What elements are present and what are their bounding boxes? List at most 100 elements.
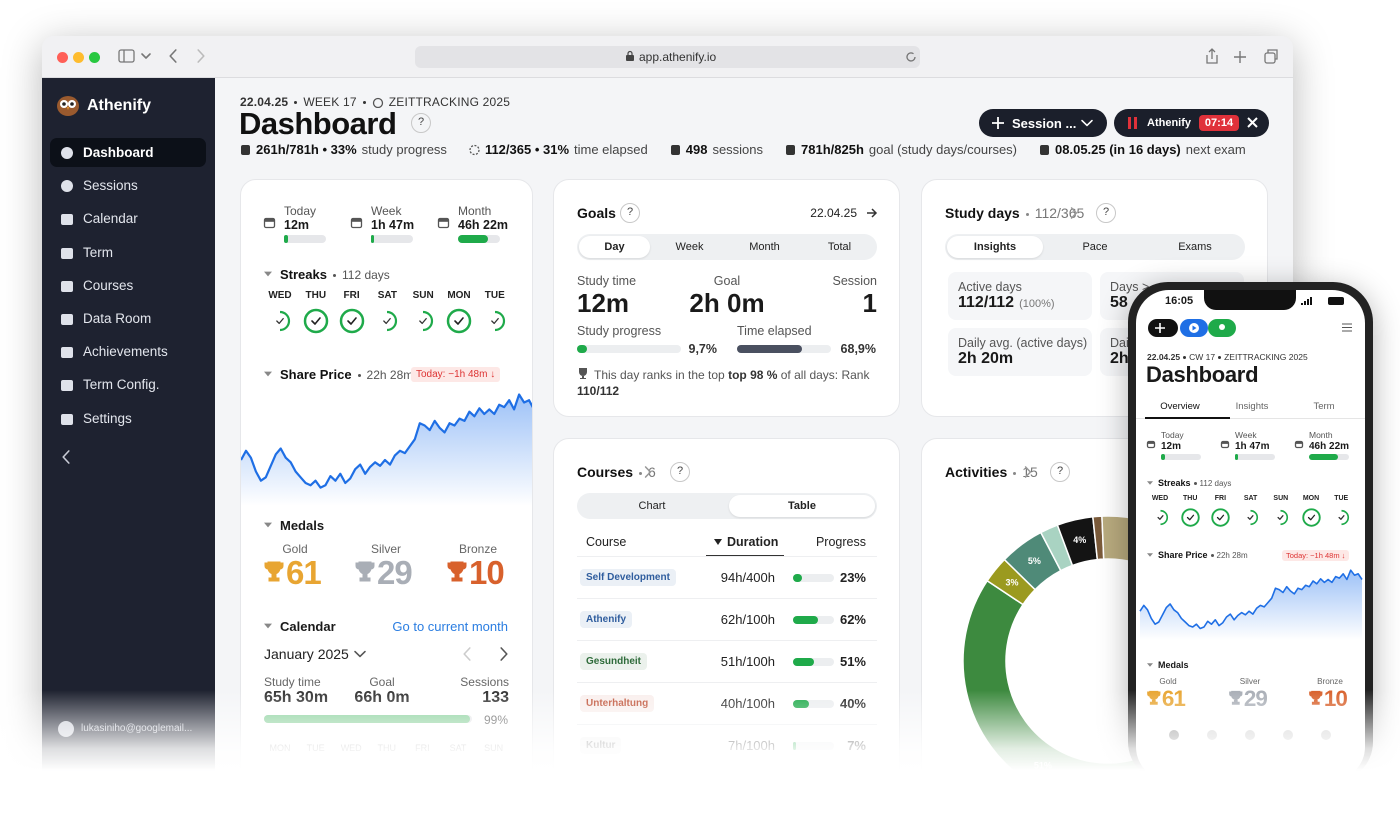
- tile-value: 2h: [1110, 350, 1129, 367]
- collapse-caret: [264, 522, 272, 528]
- section-title: Share Price: [1158, 550, 1208, 560]
- chevron: [197, 49, 205, 63]
- window-control[interactable]: [89, 52, 100, 63]
- check-mark: [1247, 514, 1254, 520]
- collapse-caret: [1147, 663, 1153, 667]
- check-mark: [1277, 514, 1284, 520]
- chevron-icon: [644, 466, 652, 478]
- phone-button-icons: [1155, 323, 1225, 333]
- session-button[interactable]: Session ...: [979, 109, 1107, 137]
- nav-icon: [61, 347, 73, 359]
- stat-icon-shape: [469, 144, 480, 155]
- streaks-header: Streaks 112 days: [280, 267, 390, 282]
- nav-item[interactable]: Sessions: [83, 178, 138, 194]
- chevron-icon: [1081, 119, 1093, 127]
- medal-label: Silver: [370, 542, 401, 556]
- column-header[interactable]: Progress: [815, 535, 866, 549]
- share-price-line: [241, 393, 532, 489]
- tab[interactable]: Day: [604, 241, 625, 253]
- window-control[interactable]: [57, 52, 68, 63]
- tab[interactable]: Table: [788, 500, 816, 512]
- streak-arc: [1250, 509, 1259, 525]
- nav-item[interactable]: Term Config.: [83, 377, 160, 393]
- phone-week: CW 17: [1189, 352, 1216, 362]
- phone-tab[interactable]: Insights: [1235, 401, 1269, 412]
- goals-date[interactable]: 22.04.25: [810, 206, 857, 220]
- nav-icon: [61, 413, 73, 425]
- header-week: WEEK 17: [303, 95, 357, 109]
- tile-note: (100%): [1019, 298, 1055, 310]
- new-tab-icon: [1234, 51, 1246, 63]
- nav-icon-shape: [61, 347, 73, 359]
- reload-arc: [906, 52, 916, 62]
- reload-icon: [906, 52, 916, 62]
- medal-label: Bronze: [1317, 677, 1343, 686]
- nav-item[interactable]: Courses: [83, 277, 134, 293]
- check-mark: [310, 317, 321, 325]
- tile-value-row: 2h 20m: [958, 350, 1013, 368]
- streak-day: FRI: [1214, 495, 1227, 502]
- calendar-month[interactable]: January 2025: [264, 646, 349, 662]
- nav-item[interactable]: Achievements: [83, 344, 168, 360]
- window-control[interactable]: [73, 52, 84, 63]
- tile-label: Days >: [1110, 280, 1150, 294]
- share-price-line: [1139, 569, 1363, 630]
- nav-item[interactable]: Data Room: [83, 311, 152, 326]
- caret: [264, 271, 272, 277]
- goal-stat-value: 2h 0m: [689, 288, 765, 318]
- sort-icon: [714, 539, 722, 545]
- tab[interactable]: Pace: [1082, 241, 1108, 253]
- caret: [1147, 481, 1153, 485]
- course-tag[interactable]: Gesundheit: [580, 653, 648, 670]
- stat-value: 498: [685, 142, 708, 157]
- streak-day: MON: [447, 290, 471, 301]
- period-label: Week: [1235, 430, 1257, 440]
- streak-day: THU: [1182, 495, 1198, 502]
- medal-label: Silver: [1239, 677, 1261, 686]
- tab[interactable]: Month: [749, 241, 780, 253]
- plus: [1155, 323, 1165, 333]
- calendar-top: [438, 218, 449, 222]
- tab[interactable]: Chart: [638, 500, 666, 512]
- column-header[interactable]: Duration: [727, 535, 779, 549]
- row-divider: [577, 556, 877, 557]
- tab[interactable]: Exams: [1178, 241, 1212, 253]
- nav-icon: [61, 214, 73, 226]
- check-mark: [276, 317, 284, 325]
- share-price-chart: [1139, 569, 1363, 640]
- separator-dot: [1013, 471, 1017, 475]
- section-title: Medals: [1158, 660, 1189, 670]
- stopwatch: [372, 97, 383, 109]
- nav-item[interactable]: Dashboard: [83, 145, 154, 160]
- phone-title: Dashboard: [1146, 362, 1259, 387]
- period-value: 1h 47m: [371, 218, 415, 232]
- share-price-chart: [241, 393, 532, 506]
- share-price-area: [241, 394, 532, 506]
- tab[interactable]: Week: [675, 241, 704, 253]
- address-bar[interactable]: [415, 46, 920, 68]
- nav-item[interactable]: Settings: [83, 410, 132, 426]
- help-button[interactable]: ?: [620, 203, 640, 223]
- phone-tab[interactable]: Term: [1313, 401, 1335, 412]
- tab[interactable]: Total: [827, 241, 852, 253]
- session-timer[interactable]: Athenify 07:14: [1114, 109, 1269, 137]
- stat-icon: [670, 144, 680, 155]
- help-button[interactable]: ?: [670, 462, 690, 482]
- help-button[interactable]: ?: [1096, 203, 1116, 223]
- course-tag[interactable]: Athenify: [580, 611, 632, 628]
- column-header[interactable]: Course: [586, 535, 627, 549]
- chevron: [169, 49, 177, 63]
- help-button[interactable]: ?: [411, 113, 431, 133]
- check-mark: [383, 317, 392, 325]
- section-title: Share Price: [280, 367, 352, 382]
- phone-tab[interactable]: Overview: [1160, 401, 1200, 412]
- calendar-link[interactable]: Go to current month: [392, 619, 508, 634]
- nav-item[interactable]: Term: [83, 244, 113, 260]
- caret: [1147, 553, 1153, 557]
- tab[interactable]: Insights: [973, 241, 1017, 253]
- status-icons: [1301, 297, 1344, 305]
- nav-item[interactable]: Calendar: [83, 211, 138, 227]
- course-tag[interactable]: Self Development: [580, 569, 676, 586]
- nav-icon-shape: [61, 413, 73, 425]
- help-button[interactable]: ?: [1050, 462, 1070, 482]
